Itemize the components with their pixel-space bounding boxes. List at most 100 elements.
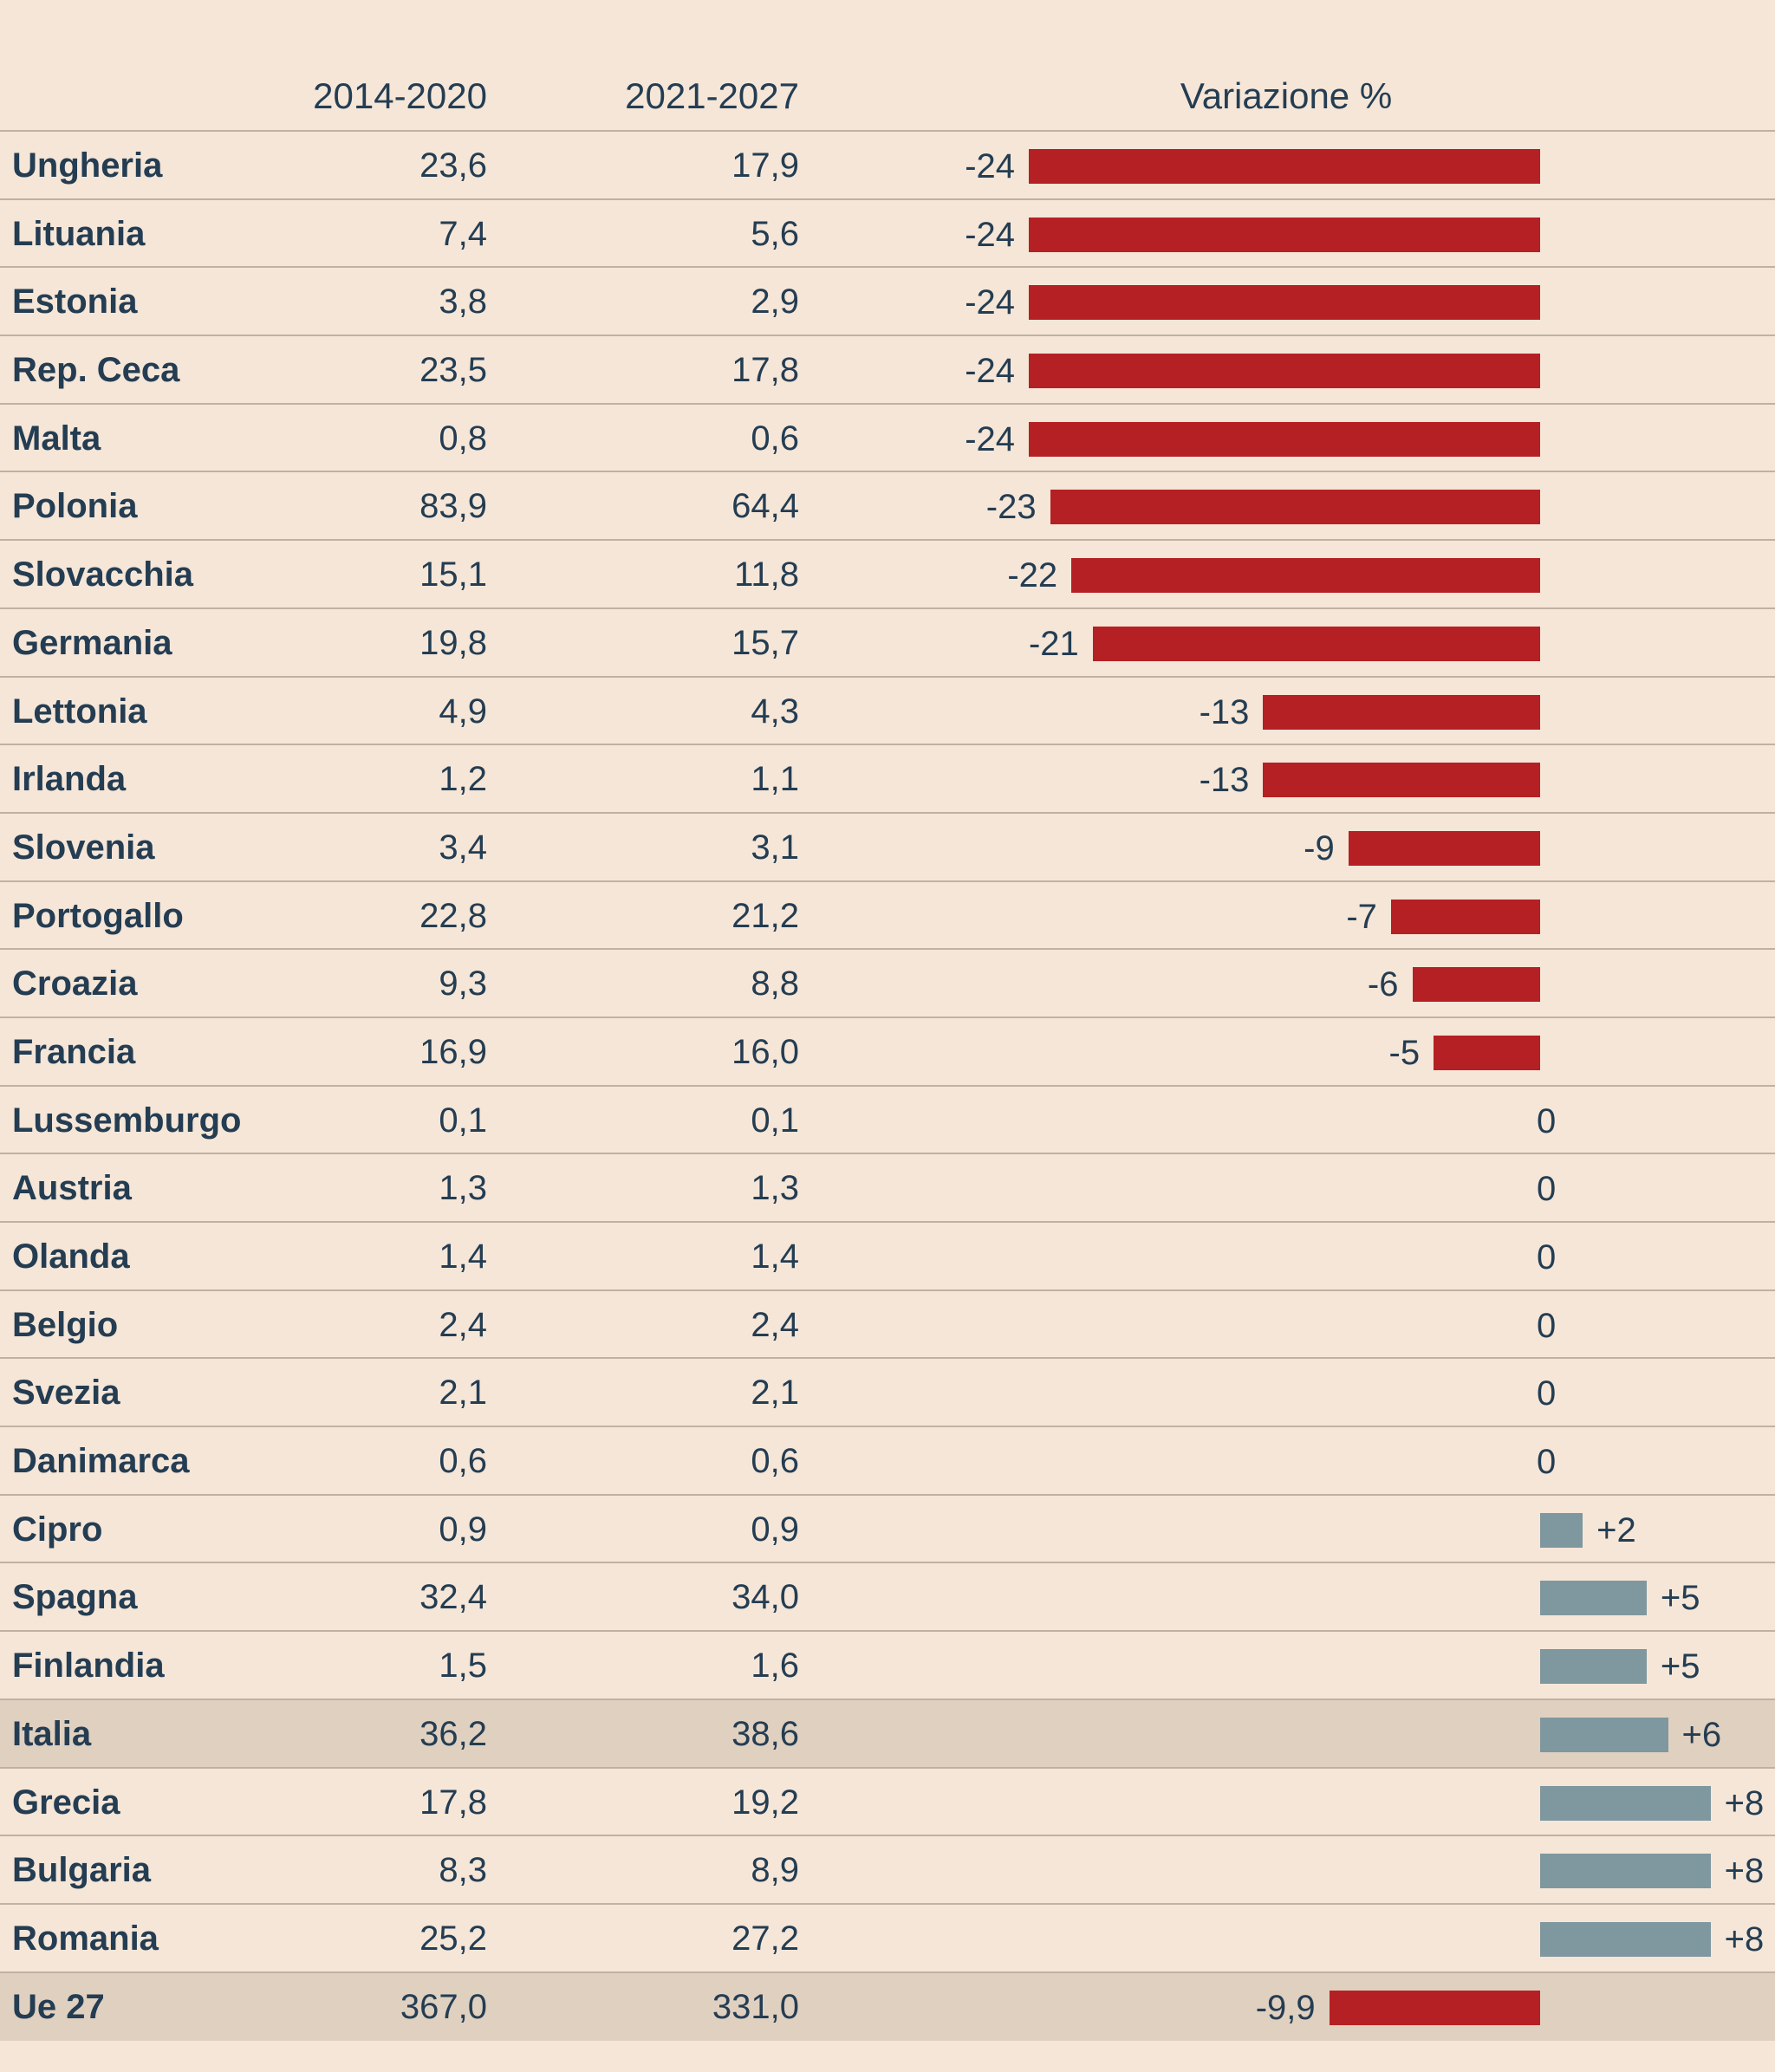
table-row: Finlandia 1,5 1,6 +5 bbox=[0, 1632, 1775, 1700]
country-name: Malta bbox=[12, 419, 101, 458]
change-label: +5 bbox=[1660, 1579, 1700, 1618]
table-row: Ue 27 367,0 331,0 -9,9 bbox=[0, 1972, 1775, 2042]
table-row: Irlanda 1,2 1,1 -13 bbox=[0, 745, 1775, 814]
value-2021-2027: 17,9 bbox=[731, 146, 799, 185]
country-name: Estonia bbox=[12, 283, 138, 322]
value-2021-2027: 4,3 bbox=[751, 692, 799, 731]
change-label: 0 bbox=[1537, 1170, 1557, 1209]
value-2021-2027: 1,1 bbox=[751, 760, 799, 799]
value-2021-2027: 38,6 bbox=[731, 1714, 799, 1753]
change-label: -13 bbox=[1199, 761, 1250, 800]
table-header: 2014-2020 2021-2027 Variazione % bbox=[0, 0, 1775, 132]
negative-change-bar bbox=[1050, 490, 1540, 525]
value-2014-2020: 7,4 bbox=[439, 214, 487, 253]
value-2021-2027: 0,1 bbox=[751, 1101, 799, 1140]
change-label: -5 bbox=[1388, 1033, 1421, 1072]
table-row: Svezia 2,1 2,1 0 bbox=[0, 1359, 1775, 1428]
table-row: Croazia 9,3 8,8 -6 bbox=[0, 950, 1775, 1018]
table-row: Spagna 32,4 34,0 +5 bbox=[0, 1563, 1775, 1633]
negative-change-bar bbox=[1434, 1035, 1540, 1070]
column-header-2021-2027: 2021-2027 bbox=[625, 75, 799, 116]
negative-change-bar bbox=[1348, 830, 1540, 866]
table-row: Lituania 7,4 5,6 -24 bbox=[0, 200, 1775, 269]
change-label: -22 bbox=[1007, 556, 1058, 595]
table-row: Grecia 17,8 19,2 +8 bbox=[0, 1769, 1775, 1837]
table-row: Austria 1,3 1,3 0 bbox=[0, 1154, 1775, 1223]
positive-change-bar bbox=[1540, 1512, 1583, 1548]
country-name: Rep. Ceca bbox=[12, 351, 180, 390]
country-name: Lettonia bbox=[12, 692, 147, 731]
negative-change-bar bbox=[1029, 149, 1540, 184]
value-2014-2020: 36,2 bbox=[419, 1714, 487, 1753]
value-2021-2027: 0,6 bbox=[751, 1442, 799, 1481]
table-row: Romania 25,2 27,2 +8 bbox=[0, 1905, 1775, 1973]
change-label: 0 bbox=[1537, 1238, 1557, 1276]
column-header-variazione: Variazione % bbox=[1180, 75, 1393, 116]
table-row: Portogallo 22,8 21,2 -7 bbox=[0, 882, 1775, 951]
value-2014-2020: 19,8 bbox=[419, 623, 487, 662]
value-2021-2027: 11,8 bbox=[734, 555, 799, 594]
value-2021-2027: 2,9 bbox=[751, 283, 799, 322]
country-name: Italia bbox=[12, 1714, 92, 1753]
value-2014-2020: 0,6 bbox=[439, 1442, 487, 1481]
value-2014-2020: 25,2 bbox=[419, 1919, 487, 1958]
negative-change-bar bbox=[1092, 626, 1540, 661]
table-row: Malta 0,8 0,6 -24 bbox=[0, 405, 1775, 473]
table-row: Slovacchia 15,1 11,8 -22 bbox=[0, 541, 1775, 609]
country-name: Slovacchia bbox=[12, 555, 194, 594]
change-label: -21 bbox=[1028, 624, 1079, 663]
change-label: -7 bbox=[1346, 897, 1377, 936]
value-2014-2020: 1,2 bbox=[439, 760, 487, 799]
change-label: +8 bbox=[1724, 1919, 1765, 1958]
country-name: Ue 27 bbox=[12, 1987, 105, 2026]
value-2014-2020: 16,9 bbox=[419, 1032, 487, 1071]
table-row: Danimarca 0,6 0,6 0 bbox=[0, 1427, 1775, 1496]
negative-change-bar bbox=[1071, 558, 1540, 594]
table-row: Estonia 3,8 2,9 -24 bbox=[0, 268, 1775, 337]
country-name: Spagna bbox=[12, 1578, 138, 1617]
country-name: Lituania bbox=[12, 214, 146, 253]
country-name: Bulgaria bbox=[12, 1851, 152, 1890]
change-label: 0 bbox=[1537, 1306, 1557, 1345]
table-row: Lettonia 4,9 4,3 -13 bbox=[0, 678, 1775, 746]
country-name: Grecia bbox=[12, 1783, 120, 1822]
change-label: -24 bbox=[965, 352, 1015, 391]
value-2014-2020: 32,4 bbox=[419, 1578, 487, 1617]
country-name: Olanda bbox=[12, 1237, 130, 1276]
change-label: -6 bbox=[1367, 965, 1399, 1004]
change-label: -9,9 bbox=[1255, 1988, 1316, 2027]
table-row: Italia 36,2 38,6 +6 bbox=[0, 1699, 1775, 1769]
table-row: Germania 19,8 15,7 -21 bbox=[0, 609, 1775, 678]
table-row: Polonia 83,9 64,4 -23 bbox=[0, 472, 1775, 542]
negative-change-bar bbox=[1029, 421, 1540, 457]
negative-change-bar bbox=[1029, 285, 1540, 321]
value-2021-2027: 17,8 bbox=[731, 351, 799, 390]
negative-change-bar bbox=[1390, 899, 1540, 934]
value-2014-2020: 0,9 bbox=[439, 1510, 487, 1549]
value-2021-2027: 64,4 bbox=[731, 487, 799, 526]
table-row: Belgio 2,4 2,4 0 bbox=[0, 1291, 1775, 1360]
value-2014-2020: 1,3 bbox=[439, 1169, 487, 1208]
country-name: Lussemburgo bbox=[12, 1101, 242, 1140]
table-row: Ungheria 23,6 17,9 -24 bbox=[0, 132, 1775, 200]
value-2021-2027: 2,4 bbox=[751, 1305, 799, 1344]
value-2021-2027: 1,4 bbox=[751, 1237, 799, 1276]
negative-change-bar bbox=[1263, 694, 1540, 730]
value-2021-2027: 15,7 bbox=[731, 623, 799, 662]
change-label: +6 bbox=[1681, 1715, 1722, 1754]
table-row: Rep. Ceca 23,5 17,8 -24 bbox=[0, 336, 1775, 405]
value-2014-2020: 0,8 bbox=[439, 419, 487, 458]
country-name: Cipro bbox=[12, 1510, 103, 1549]
value-2021-2027: 1,6 bbox=[751, 1647, 799, 1686]
negative-change-bar bbox=[1329, 1990, 1540, 2025]
table-row: Lussemburgo 0,1 0,1 0 bbox=[0, 1087, 1775, 1155]
value-2021-2027: 0,9 bbox=[751, 1510, 799, 1549]
table-body: Ungheria 23,6 17,9 -24 Lituania 7,4 5,6 -24 Esto… bbox=[0, 132, 1775, 2042]
country-name: Danimarca bbox=[12, 1442, 190, 1481]
value-2021-2027: 2,1 bbox=[751, 1374, 799, 1413]
table-row: Bulgaria 8,3 8,9 +8 bbox=[0, 1836, 1775, 1905]
change-label: -24 bbox=[965, 147, 1015, 185]
value-2014-2020: 15,1 bbox=[419, 555, 487, 594]
positive-change-bar bbox=[1540, 1717, 1668, 1752]
change-label: -9 bbox=[1304, 828, 1335, 867]
